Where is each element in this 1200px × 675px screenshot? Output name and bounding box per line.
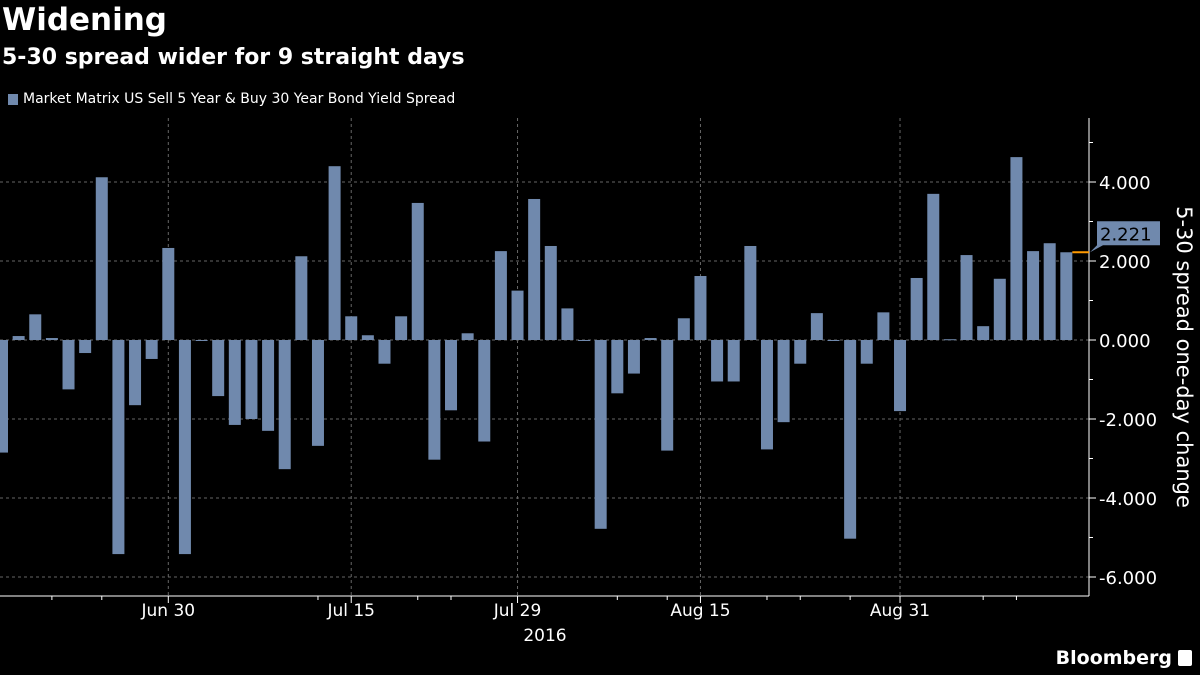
y-tick-label: -2.000 <box>1099 410 1157 431</box>
bar <box>245 340 258 419</box>
logo-text: Bloomberg <box>1055 647 1172 669</box>
x-tick-label: Aug 15 <box>670 601 730 621</box>
bar <box>877 312 890 340</box>
bar <box>744 245 757 340</box>
bar <box>0 340 8 453</box>
bar <box>927 193 940 340</box>
bar <box>411 202 424 340</box>
y-tick-label: 0.000 <box>1099 331 1151 352</box>
bar <box>311 340 324 446</box>
bar <box>295 256 308 340</box>
bar <box>361 335 374 340</box>
legend-label: Market Matrix US Sell 5 Year & Buy 30 Ye… <box>23 91 456 107</box>
bar <box>45 338 58 340</box>
bar <box>561 308 574 340</box>
chart-subtitle: 5-30 spread wider for 9 straight days <box>2 45 465 70</box>
bar <box>1060 252 1073 340</box>
bar <box>910 277 923 340</box>
y-tick-label: 2.000 <box>1099 252 1151 273</box>
x-tick-label: Jul 15 <box>326 601 375 621</box>
bar <box>428 340 441 460</box>
bar <box>162 247 175 340</box>
bar <box>445 340 458 411</box>
bar <box>278 340 291 470</box>
bar <box>378 340 391 364</box>
bar <box>95 177 108 340</box>
bar <box>145 340 158 359</box>
x-tick-label: Jul 29 <box>493 601 542 621</box>
bar <box>112 340 125 555</box>
bar <box>262 340 275 431</box>
bar <box>62 340 75 390</box>
bar <box>395 316 408 340</box>
bar <box>29 314 42 340</box>
bar <box>827 340 840 341</box>
bar <box>844 340 857 539</box>
bar <box>129 340 142 406</box>
bar <box>212 340 225 397</box>
last-value-tag <box>1090 221 1160 253</box>
logo-mark-icon <box>1178 650 1192 666</box>
bar <box>794 340 807 364</box>
bar <box>727 340 740 382</box>
chart-title: Widening <box>2 2 167 38</box>
bar <box>777 340 790 423</box>
bar <box>860 340 873 364</box>
x-axis-title: 2016 <box>523 626 566 646</box>
bar <box>894 340 907 412</box>
bar <box>79 340 92 354</box>
bar <box>195 340 208 341</box>
bar <box>544 245 557 340</box>
legend-swatch <box>8 93 18 105</box>
x-tick-label: Jun 30 <box>140 601 195 621</box>
bar <box>677 318 690 340</box>
bar <box>494 251 507 340</box>
bar <box>1010 157 1023 340</box>
bar <box>661 340 674 451</box>
bar <box>345 316 358 340</box>
bar <box>328 166 341 340</box>
bar <box>1027 251 1040 340</box>
bar <box>810 313 823 340</box>
bar <box>627 340 640 374</box>
bar <box>644 338 657 340</box>
last-value-label: 2.221 <box>1100 224 1152 245</box>
bar <box>694 276 707 340</box>
bar <box>528 198 541 340</box>
bar <box>760 340 773 450</box>
bar <box>711 340 724 382</box>
bar <box>977 326 990 340</box>
legend: Market Matrix US Sell 5 Year & Buy 30 Ye… <box>8 91 455 107</box>
bar <box>511 290 524 340</box>
bloomberg-logo: Bloomberg <box>1056 647 1192 669</box>
bar <box>611 340 624 394</box>
y-tick-label: -4.000 <box>1099 489 1157 510</box>
bar <box>178 340 191 555</box>
y-tick-label: -6.000 <box>1099 568 1157 589</box>
bar <box>228 340 241 425</box>
bar <box>461 333 474 340</box>
bar <box>478 340 491 442</box>
bar <box>993 278 1006 340</box>
bar <box>943 339 956 341</box>
y-axis-title: 5-30 spread one-day change <box>1172 206 1196 508</box>
bar <box>1043 243 1056 340</box>
bar <box>594 340 607 529</box>
bar <box>12 336 25 340</box>
y-tick-label: 4.000 <box>1099 173 1151 194</box>
bar <box>960 255 973 340</box>
bar <box>578 340 591 341</box>
x-tick-label: Aug 31 <box>870 601 930 621</box>
